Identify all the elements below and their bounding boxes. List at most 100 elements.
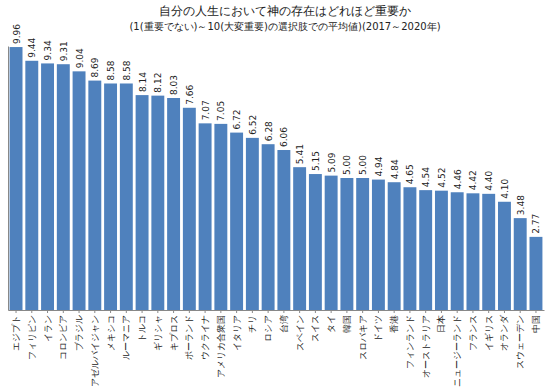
bar (41, 63, 54, 310)
x-tick-label: ブラジル (74, 315, 84, 351)
x-tick: ルーマニア (121, 310, 131, 360)
x-tick: チリ (247, 310, 257, 333)
bar (25, 61, 38, 310)
x-tick-mark (79, 310, 80, 313)
x-tick-label: アメリカ合衆国 (216, 315, 226, 378)
data-label: 2.77 (531, 214, 541, 234)
bar (262, 144, 275, 310)
bar (325, 176, 338, 310)
bar (88, 81, 101, 310)
data-label: 4.46 (453, 169, 463, 189)
x-tick-label: エジプト (11, 315, 21, 351)
x-tick: キプロス (169, 310, 179, 351)
x-tick: ブラジル (74, 310, 84, 351)
x-tick-label: スロバキア (358, 315, 368, 360)
x-tick: 韓国 (342, 310, 352, 333)
x-tick: オーストラリア (421, 310, 431, 378)
x-tick-mark (31, 310, 32, 313)
bar (136, 95, 149, 310)
x-tick-label: 中国 (531, 315, 541, 333)
bar (356, 178, 369, 310)
x-tick-mark (126, 310, 127, 313)
x-tick-mark (362, 310, 363, 313)
x-tick-mark (535, 310, 536, 313)
data-label: 4.40 (484, 171, 494, 191)
x-tick-mark (189, 310, 190, 313)
data-label: 7.66 (185, 84, 195, 104)
bar (372, 180, 385, 310)
bar (309, 174, 322, 310)
x-tick: フィンランド (405, 310, 415, 369)
x-tick: トルコ (137, 310, 147, 342)
x-tick: 香港 (389, 310, 399, 333)
x-tick: オランダ (499, 310, 509, 351)
x-tick-mark (205, 310, 206, 313)
x-tick-mark (520, 310, 521, 313)
x-tick-label: フランス (468, 315, 478, 351)
data-label: 8.69 (90, 57, 100, 77)
bar (199, 123, 212, 310)
x-tick: アゼルバイジャン (90, 310, 100, 387)
x-tick: メキシコ (106, 310, 116, 351)
x-tick-label: トルコ (137, 315, 147, 342)
x-tick-mark (472, 310, 473, 313)
data-label: 8.03 (169, 75, 179, 95)
data-label: 6.28 (264, 121, 274, 141)
x-tick-label: スウェーデン (515, 315, 525, 369)
data-label: 9.31 (59, 41, 69, 61)
bar (498, 202, 511, 310)
x-tick-label: 台湾 (279, 315, 289, 333)
bar (151, 96, 164, 310)
x-tick-mark (488, 310, 489, 313)
x-tick-label: ニュージーランド (452, 315, 462, 387)
x-tick-label: オーストラリア (421, 315, 431, 378)
bar (214, 124, 227, 310)
x-tick-mark (504, 310, 505, 313)
x-tick-mark (394, 310, 395, 313)
x-axis-line (9, 310, 545, 311)
x-tick: イギリス (484, 310, 494, 351)
x-tick-label: ウクライナ (200, 315, 210, 360)
x-tick-mark (142, 310, 143, 313)
x-tick-mark (457, 310, 458, 313)
chart: 自分の人生において神の存在はどれほど重要か(1(重要でない)～10(大変重要)の… (0, 0, 550, 388)
x-tick-mark (252, 310, 253, 313)
x-tick: コロンビア (58, 310, 68, 360)
x-tick-mark (299, 310, 300, 313)
data-label: 5.41 (295, 144, 305, 164)
x-tick: スロバキア (358, 310, 368, 360)
x-tick-mark (236, 310, 237, 313)
x-tick-mark (441, 310, 442, 313)
x-tick-mark (110, 310, 111, 313)
x-tick-label: オランダ (499, 314, 509, 351)
bar (340, 178, 353, 310)
y-axis (8, 47, 9, 311)
x-tick-label: チリ (247, 315, 257, 333)
x-tick-label: イラン (43, 315, 53, 342)
x-tick: ポーランド (184, 310, 194, 360)
data-labels: 9.969.449.349.319.048.698.588.588.148.12… (12, 24, 542, 234)
x-tick-mark (283, 310, 284, 313)
x-tick-mark (409, 310, 410, 313)
bar (451, 192, 464, 310)
x-tick-label: 香港 (389, 315, 399, 333)
data-label: 8.58 (122, 60, 132, 80)
x-tick-mark (425, 310, 426, 313)
bar (277, 150, 290, 310)
x-tick-label: キプロス (169, 315, 179, 351)
x-tick-label: スペイン (295, 315, 305, 351)
data-label: 9.96 (12, 24, 22, 44)
bar (10, 47, 23, 310)
data-label: 4.84 (390, 159, 400, 179)
bar (388, 182, 401, 310)
x-tick: 日本 (436, 310, 446, 333)
x-tick-label: タイ (326, 315, 336, 333)
title: 自分の人生において神の存在はどれほど重要か (159, 4, 411, 18)
x-tick-label: 韓国 (342, 315, 352, 333)
data-label: 4.42 (468, 170, 478, 190)
data-label: 4.65 (405, 164, 415, 184)
data-label: 6.06 (279, 127, 289, 147)
x-tick-label: ドイツ (373, 315, 383, 342)
bar (530, 237, 543, 310)
y-axis-line (8, 47, 9, 311)
